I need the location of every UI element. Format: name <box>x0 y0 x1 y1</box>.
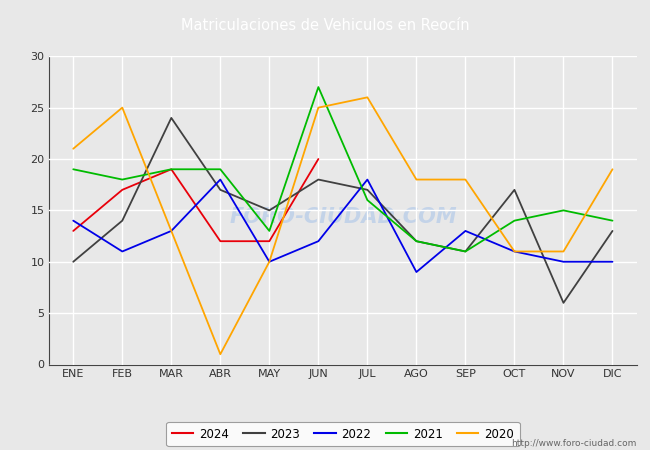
Text: http://www.foro-ciudad.com: http://www.foro-ciudad.com <box>512 439 637 448</box>
Text: FORO-CIUDAD.COM: FORO-CIUDAD.COM <box>229 207 457 226</box>
Legend: 2024, 2023, 2022, 2021, 2020: 2024, 2023, 2022, 2021, 2020 <box>166 422 519 446</box>
Text: Matriculaciones de Vehiculos en Reocín: Matriculaciones de Vehiculos en Reocín <box>181 18 469 33</box>
